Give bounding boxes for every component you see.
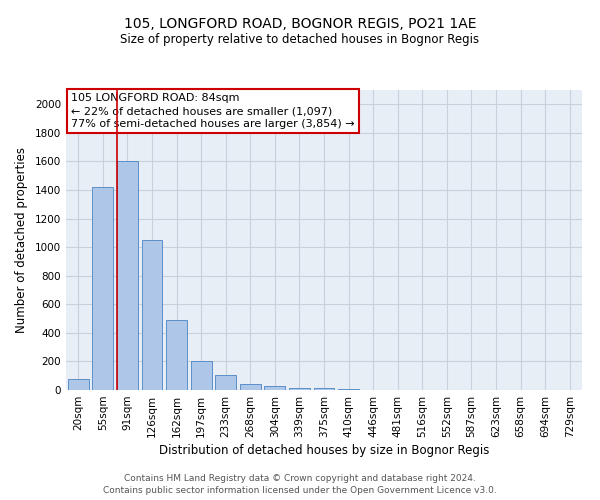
- Text: 105 LONGFORD ROAD: 84sqm
← 22% of detached houses are smaller (1,097)
77% of sem: 105 LONGFORD ROAD: 84sqm ← 22% of detach…: [71, 93, 355, 130]
- Text: 105, LONGFORD ROAD, BOGNOR REGIS, PO21 1AE: 105, LONGFORD ROAD, BOGNOR REGIS, PO21 1…: [124, 18, 476, 32]
- Bar: [240, 384, 261, 390]
- Text: Contains HM Land Registry data © Crown copyright and database right 2024.
Contai: Contains HM Land Registry data © Crown c…: [103, 474, 497, 495]
- Bar: [289, 388, 310, 390]
- Y-axis label: Number of detached properties: Number of detached properties: [15, 147, 28, 333]
- X-axis label: Distribution of detached houses by size in Bognor Regis: Distribution of detached houses by size …: [159, 444, 489, 457]
- Bar: [166, 320, 187, 390]
- Bar: [265, 386, 286, 390]
- Text: Size of property relative to detached houses in Bognor Regis: Size of property relative to detached ho…: [121, 32, 479, 46]
- Bar: [314, 388, 334, 390]
- Bar: [142, 240, 163, 390]
- Bar: [215, 375, 236, 390]
- Bar: [68, 378, 89, 390]
- Bar: [191, 360, 212, 390]
- Bar: [92, 187, 113, 390]
- Bar: [117, 162, 138, 390]
